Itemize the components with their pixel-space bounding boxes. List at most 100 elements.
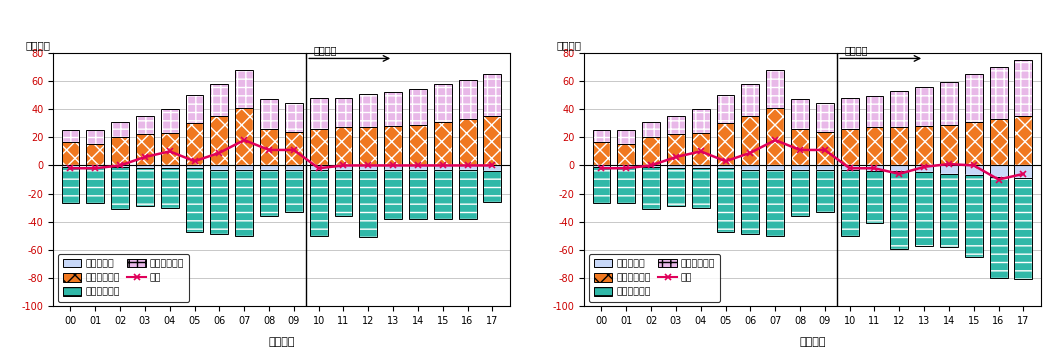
Bar: [160, 109, 178, 133]
Bar: [433, 122, 451, 165]
Bar: [260, 165, 278, 170]
Bar: [990, 177, 1008, 278]
Bar: [160, 168, 178, 208]
Bar: [767, 108, 784, 165]
合計: [719, 159, 732, 163]
Bar: [866, 127, 884, 165]
Bar: [717, 95, 735, 123]
Bar: [459, 170, 477, 219]
Bar: [841, 98, 858, 129]
合計: [918, 165, 930, 169]
Bar: [890, 91, 908, 127]
Bar: [433, 170, 451, 219]
合計: [387, 163, 399, 168]
Bar: [816, 132, 834, 165]
Bar: [643, 137, 661, 165]
Bar: [136, 116, 154, 134]
Bar: [741, 170, 759, 234]
Bar: [136, 134, 154, 165]
Bar: [990, 119, 1008, 165]
合計: [288, 148, 301, 152]
Bar: [890, 171, 908, 249]
Bar: [335, 170, 353, 216]
Bar: [359, 170, 377, 237]
Bar: [112, 167, 130, 209]
Bar: [112, 137, 130, 165]
Bar: [667, 165, 685, 168]
Bar: [617, 167, 635, 203]
合計: [595, 166, 607, 170]
Bar: [86, 165, 104, 167]
合計: [138, 155, 151, 159]
Bar: [940, 125, 958, 165]
Text: （兆円）: （兆円）: [556, 40, 582, 50]
Bar: [310, 170, 327, 236]
Line: 合計: 合計: [599, 137, 1026, 182]
合計: [1017, 172, 1030, 176]
Bar: [667, 134, 685, 165]
Bar: [186, 168, 204, 232]
Bar: [841, 170, 858, 236]
Bar: [86, 130, 104, 144]
Bar: [86, 167, 104, 203]
Bar: [260, 99, 278, 129]
Bar: [691, 168, 709, 208]
Bar: [1014, 178, 1032, 279]
Bar: [643, 167, 661, 209]
合計: [337, 163, 349, 168]
Bar: [964, 74, 982, 122]
Bar: [791, 170, 809, 216]
Bar: [691, 165, 709, 168]
Bar: [136, 168, 154, 206]
Text: （兆円）: （兆円）: [25, 40, 51, 50]
Bar: [1014, 165, 1032, 178]
Bar: [459, 80, 477, 119]
Bar: [86, 167, 104, 203]
Bar: [593, 130, 611, 142]
合計: [793, 148, 806, 152]
Bar: [86, 144, 104, 165]
合計: [436, 163, 449, 168]
Bar: [767, 170, 784, 236]
Bar: [866, 96, 884, 127]
Bar: [335, 98, 353, 127]
Bar: [791, 129, 809, 165]
Bar: [310, 165, 327, 170]
Bar: [160, 133, 178, 165]
Bar: [1014, 60, 1032, 116]
Bar: [866, 165, 884, 171]
Bar: [459, 119, 477, 165]
Bar: [964, 122, 982, 165]
Bar: [409, 170, 427, 219]
Bar: [816, 170, 834, 212]
Bar: [62, 142, 80, 165]
Bar: [890, 165, 908, 171]
Bar: [210, 170, 228, 234]
Bar: [86, 130, 104, 144]
Bar: [384, 126, 402, 165]
Bar: [285, 165, 303, 170]
合計: [695, 149, 707, 153]
Bar: [359, 127, 377, 165]
Bar: [160, 109, 178, 133]
Bar: [112, 167, 130, 209]
Bar: [990, 165, 1008, 177]
合計: [64, 166, 76, 170]
Bar: [210, 116, 228, 165]
Bar: [940, 174, 958, 247]
Bar: [483, 116, 501, 165]
Bar: [409, 125, 427, 165]
合計: [238, 138, 251, 142]
Bar: [459, 165, 477, 170]
Bar: [335, 127, 353, 165]
Bar: [915, 172, 933, 246]
Bar: [335, 127, 353, 165]
Bar: [62, 130, 80, 142]
Bar: [359, 127, 377, 165]
Text: （予測）: （予測）: [313, 46, 338, 56]
合計: [992, 177, 1005, 182]
Bar: [617, 167, 635, 203]
Line: 合計: 合計: [68, 137, 495, 171]
Bar: [409, 89, 427, 125]
Bar: [62, 142, 80, 165]
